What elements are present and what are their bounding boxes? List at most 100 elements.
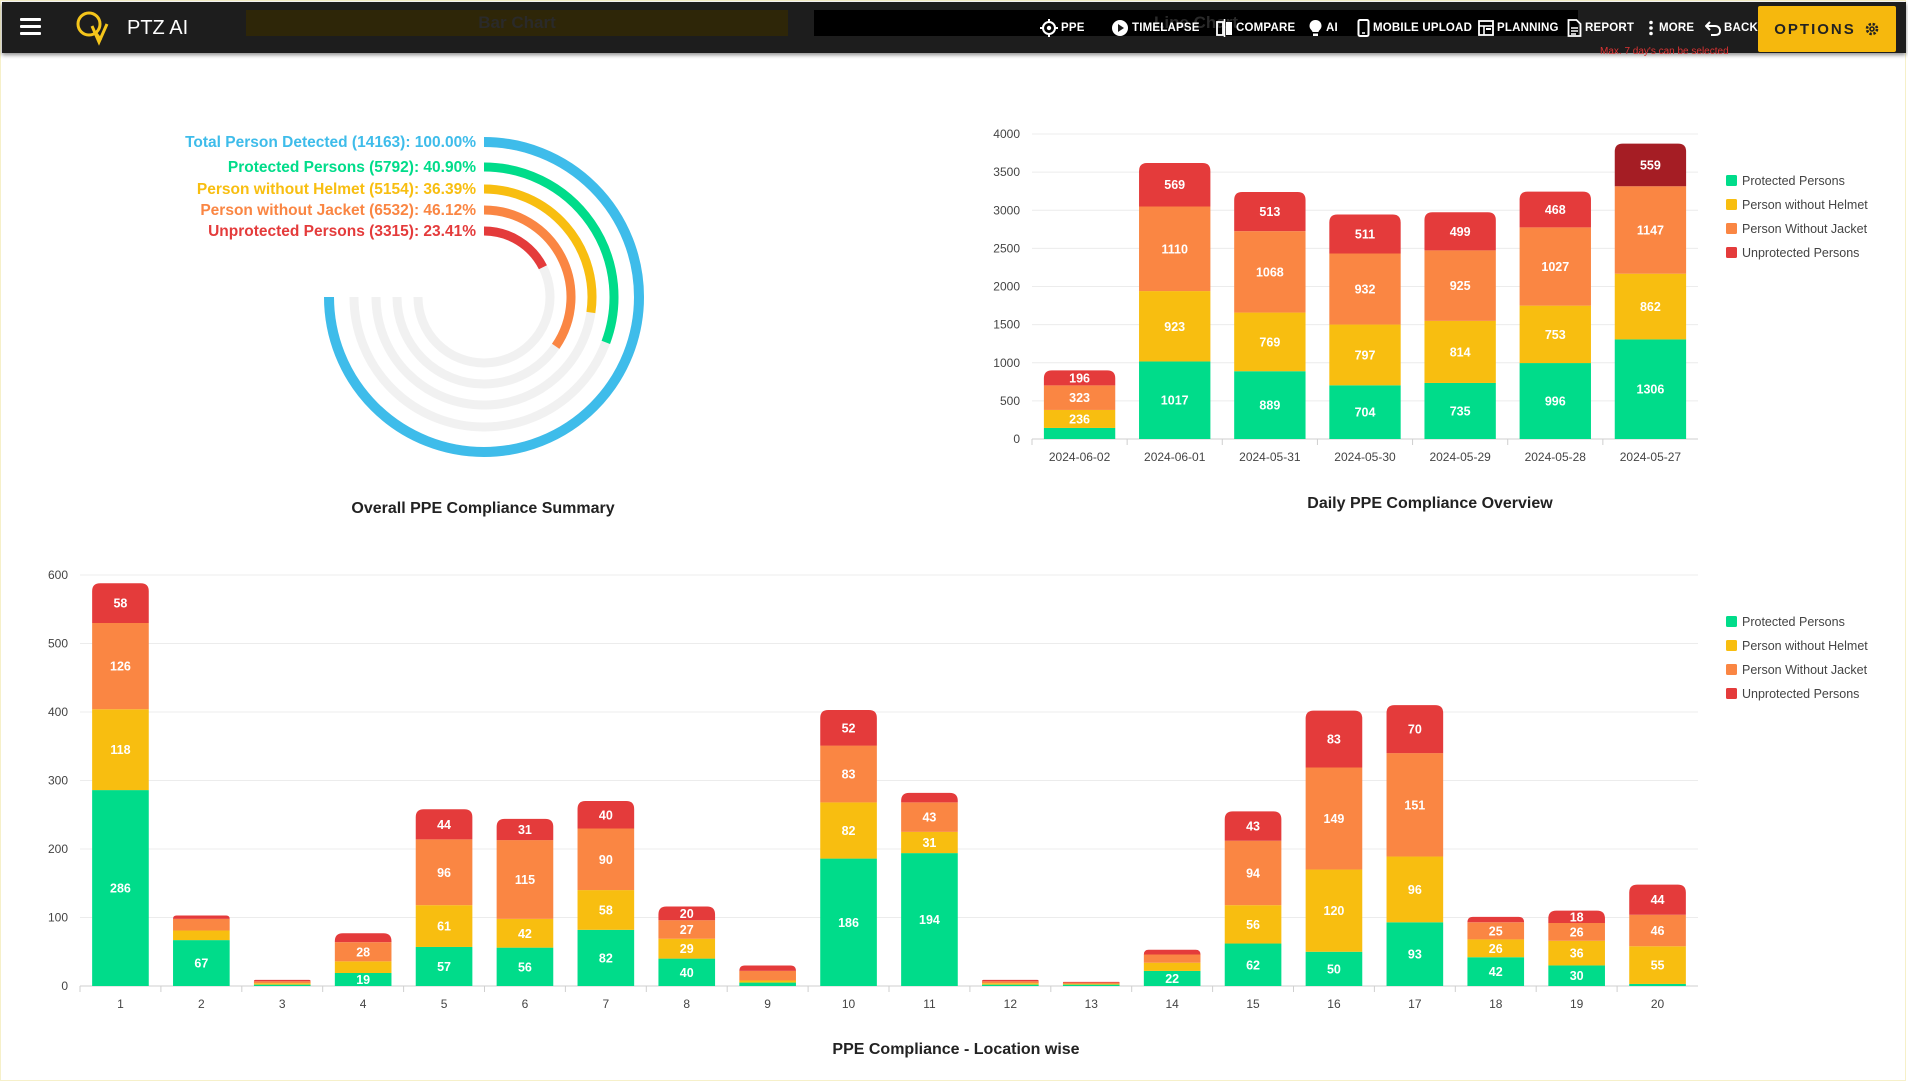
bar-segment-unprotected-persons-4[interactable] — [334, 933, 392, 943]
bar-segment-protected-persons-2024-06-01[interactable] — [1139, 361, 1211, 439]
options-button[interactable]: OPTIONS — [1758, 6, 1896, 52]
bar-segment-unprotected-persons-5[interactable] — [415, 809, 473, 840]
bar-segment-protected-persons-14[interactable] — [1143, 970, 1201, 986]
bar-segment-person-without-jacket-3[interactable] — [253, 981, 311, 984]
bar-segment-unprotected-persons-1[interactable] — [92, 583, 149, 623]
bar-segment-unprotected-persons-13[interactable] — [1062, 981, 1120, 983]
menu-hamburger-icon[interactable] — [20, 18, 41, 36]
bar-segment-unprotected-persons-2024-05-27[interactable] — [1614, 143, 1687, 187]
bar-segment-unprotected-persons-19[interactable] — [1548, 910, 1605, 923]
legend-swatch-protected-persons[interactable] — [1726, 616, 1737, 627]
bar-segment-protected-persons-18[interactable] — [1467, 957, 1525, 986]
bar-segment-unprotected-persons-2[interactable] — [173, 915, 230, 919]
bar-segment-protected-persons-1[interactable] — [92, 790, 149, 986]
bar-segment-protected-persons-8[interactable] — [658, 958, 716, 986]
bar-segment-protected-persons-13[interactable] — [1062, 984, 1120, 986]
bar-segment-protected-persons-12[interactable] — [982, 984, 1039, 986]
bar-segment-protected-persons-7[interactable] — [577, 929, 635, 986]
bar-segment-person-without-helmet-4[interactable] — [334, 961, 392, 973]
bar-segment-person-without-jacket-9[interactable] — [739, 970, 796, 981]
nav-compare[interactable]: COMPARE — [1216, 2, 1295, 53]
bar-segment-person-without-helmet-2024-06-02[interactable] — [1043, 409, 1116, 428]
radial-bar-unprotected-persons[interactable] — [483, 226, 547, 270]
bar-segment-person-without-jacket-2024-05-28[interactable] — [1519, 227, 1591, 306]
bar-segment-unprotected-persons-10[interactable] — [820, 709, 877, 746]
radial-bar-person-without-jacket[interactable] — [483, 205, 576, 349]
bar-segment-person-without-jacket-15[interactable] — [1224, 840, 1282, 906]
legend-label-unprotected-persons[interactable]: Unprotected Persons — [1742, 687, 1859, 701]
nav-back[interactable]: BACK — [1705, 2, 1758, 53]
bar-segment-person-without-jacket-17[interactable] — [1386, 753, 1444, 857]
bar-segment-unprotected-persons-6[interactable] — [496, 818, 554, 841]
bar-segment-person-without-helmet-11[interactable] — [901, 831, 958, 854]
bar-segment-unprotected-persons-15[interactable] — [1224, 811, 1282, 841]
tab-bar-chart[interactable]: Bar Chart — [246, 10, 788, 36]
nav-report[interactable]: REPORT — [1567, 2, 1634, 53]
bar-segment-unprotected-persons-20[interactable] — [1629, 884, 1686, 915]
bar-segment-protected-persons-9[interactable] — [739, 982, 796, 986]
bar-segment-protected-persons-15[interactable] — [1224, 943, 1282, 986]
bar-segment-unprotected-persons-2024-05-30[interactable] — [1329, 214, 1401, 254]
nav-mobile-upload[interactable]: MOBILE UPLOAD — [1357, 2, 1472, 53]
bar-segment-person-without-helmet-13[interactable] — [1062, 983, 1120, 985]
bar-segment-person-without-jacket-5[interactable] — [415, 839, 473, 906]
bar-segment-protected-persons-11[interactable] — [901, 853, 958, 986]
bar-segment-unprotected-persons-2024-05-31[interactable] — [1234, 192, 1306, 232]
bar-segment-protected-persons-2024-05-27[interactable] — [1614, 339, 1687, 439]
bar-segment-protected-persons-4[interactable] — [334, 972, 392, 986]
bar-segment-protected-persons-19[interactable] — [1548, 965, 1605, 986]
bar-segment-person-without-jacket-2[interactable] — [173, 918, 230, 931]
radial-bar-protected-persons[interactable] — [483, 162, 619, 344]
bar-segment-person-without-helmet-2024-05-31[interactable] — [1234, 312, 1306, 372]
bar-segment-protected-persons-3[interactable] — [253, 984, 311, 986]
bar-segment-person-without-jacket-19[interactable] — [1548, 922, 1605, 941]
bar-segment-protected-persons-10[interactable] — [820, 858, 877, 986]
legend-swatch-unprotected-persons[interactable] — [1726, 247, 1737, 258]
bar-segment-unprotected-persons-16[interactable] — [1305, 710, 1363, 768]
bar-segment-protected-persons-16[interactable] — [1305, 951, 1363, 986]
bar-segment-person-without-helmet-6[interactable] — [496, 918, 554, 948]
tab-line-chart[interactable]: Line Chart — [814, 10, 1578, 36]
bar-segment-unprotected-persons-14[interactable] — [1143, 949, 1201, 955]
nav-timelapse[interactable]: TIMELAPSE — [1111, 2, 1200, 53]
bar-segment-person-without-helmet-15[interactable] — [1224, 905, 1282, 944]
nav-ai[interactable]: AI — [1308, 2, 1338, 53]
bar-segment-person-without-jacket-20[interactable] — [1629, 914, 1686, 947]
bar-segment-person-without-jacket-4[interactable] — [334, 942, 392, 962]
bar-segment-person-without-jacket-11[interactable] — [901, 802, 958, 832]
bar-segment-protected-persons-2[interactable] — [173, 940, 230, 986]
legend-swatch-person-without-helmet[interactable] — [1726, 199, 1737, 210]
bar-segment-person-without-jacket-18[interactable] — [1467, 922, 1525, 940]
bar-segment-unprotected-persons-12[interactable] — [982, 979, 1039, 982]
legend-label-person-without-helmet[interactable]: Person without Helmet — [1742, 198, 1868, 212]
bar-segment-person-without-jacket-2024-05-27[interactable] — [1614, 186, 1687, 274]
bar-segment-person-without-jacket-7[interactable] — [577, 828, 635, 891]
bar-segment-protected-persons-20[interactable] — [1629, 983, 1686, 986]
bar-segment-person-without-jacket-10[interactable] — [820, 745, 877, 803]
nav-planning[interactable]: PLANNING — [1478, 2, 1559, 53]
legend-swatch-protected-persons[interactable] — [1726, 175, 1737, 186]
bar-segment-person-without-helmet-10[interactable] — [820, 802, 877, 859]
legend-label-protected-persons[interactable]: Protected Persons — [1742, 615, 1845, 629]
bar-segment-person-without-jacket-2024-05-29[interactable] — [1424, 250, 1496, 321]
bar-segment-person-without-helmet-8[interactable] — [658, 938, 716, 959]
bar-segment-person-without-jacket-8[interactable] — [658, 920, 716, 939]
bar-segment-protected-persons-2024-05-28[interactable] — [1519, 363, 1591, 439]
bar-segment-protected-persons-2024-06-02[interactable] — [1043, 427, 1116, 439]
nav-more[interactable]: MORE — [1646, 2, 1694, 53]
bar-segment-person-without-helmet-17[interactable] — [1386, 856, 1444, 923]
bar-segment-unprotected-persons-2024-06-01[interactable] — [1139, 163, 1211, 207]
bar-segment-protected-persons-17[interactable] — [1386, 922, 1444, 986]
bar-segment-protected-persons-2024-05-30[interactable] — [1329, 385, 1401, 439]
legend-label-person-without-jacket[interactable]: Person Without Jacket — [1742, 222, 1868, 236]
legend-label-person-without-helmet[interactable]: Person without Helmet — [1742, 639, 1868, 653]
bar-segment-person-without-jacket-2024-05-31[interactable] — [1234, 231, 1306, 313]
bar-segment-protected-persons-6[interactable] — [496, 947, 554, 986]
bar-segment-person-without-helmet-19[interactable] — [1548, 940, 1605, 966]
bar-segment-unprotected-persons-11[interactable] — [901, 792, 958, 803]
bar-segment-protected-persons-5[interactable] — [415, 946, 473, 986]
bar-segment-unprotected-persons-2024-05-29[interactable] — [1424, 212, 1496, 251]
radial-bar-person-without-helmet[interactable] — [483, 184, 597, 314]
legend-swatch-person-without-jacket[interactable] — [1726, 664, 1737, 675]
bar-segment-protected-persons-2024-05-29[interactable] — [1424, 382, 1496, 439]
